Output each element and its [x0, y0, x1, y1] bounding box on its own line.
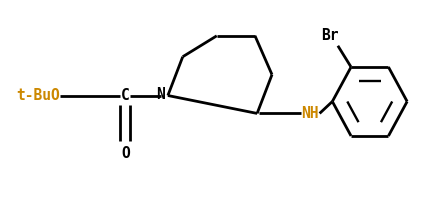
- Text: t-BuO: t-BuO: [17, 88, 60, 103]
- Text: C: C: [121, 88, 130, 103]
- Text: Br: Br: [320, 28, 338, 43]
- Text: O: O: [121, 146, 130, 161]
- Text: N: N: [156, 87, 164, 102]
- Text: NH: NH: [301, 106, 319, 121]
